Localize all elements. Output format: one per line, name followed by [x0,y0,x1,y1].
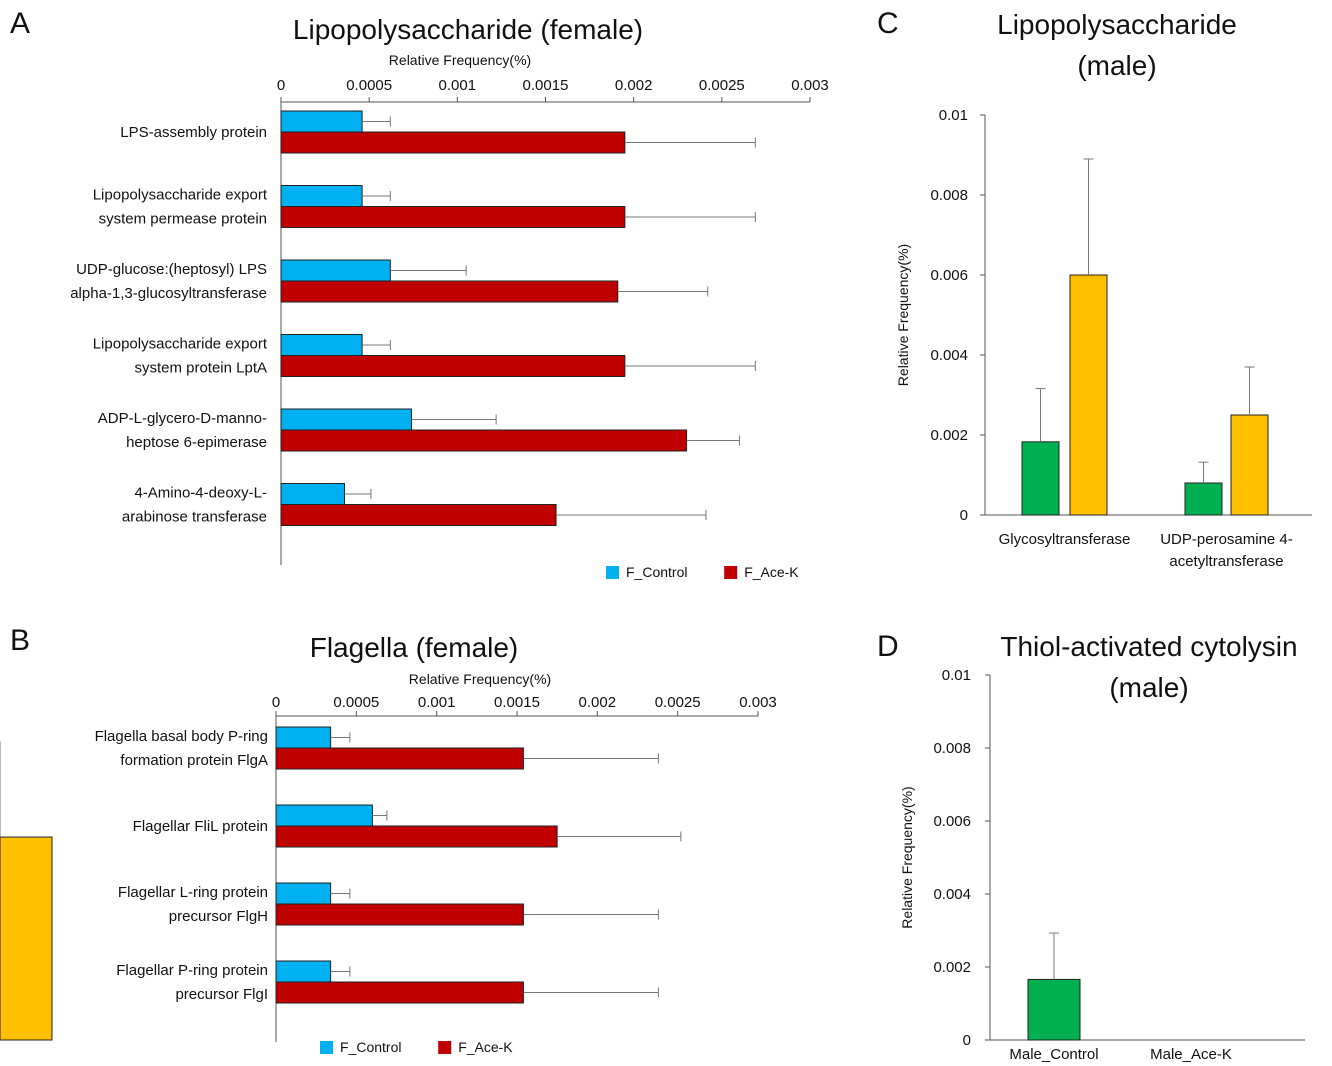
panel-letter: C [877,7,899,40]
bar [1184,482,1223,516]
category-label: arabinose transferase [122,509,267,526]
category-label: Male_Ace-K [1150,1046,1232,1063]
y-tick-label: 0.004 [933,886,971,903]
y-tick-label: 0.01 [939,107,968,124]
x-tick-label: 0.002 [615,77,653,94]
category-label: LPS-assembly protein [120,124,267,141]
category-label: Flagellar FliL protein [133,818,268,835]
x-axis-title: Relative Frequency(%) [389,52,531,68]
category-label: ADP-L-glycero-D-manno- [98,410,267,427]
category-label: precursor FlgH [169,908,268,925]
bar [280,504,557,526]
category-label: 4-Amino-4-deoxy-L- [134,485,267,502]
bar [275,903,524,926]
x-axis-title: Relative Frequency(%) [409,671,551,687]
bar [280,408,412,431]
x-tick-label: 0.0015 [494,694,540,711]
category-label: Lipopolysaccharide export [93,187,268,204]
x-tick-label: 0.0005 [333,694,379,711]
legend-label: F_Ace-K [744,564,799,580]
x-tick-label: 0.002 [579,694,617,711]
bar [275,747,524,770]
x-tick-label: 0.0025 [655,694,701,711]
bar [280,429,688,452]
category-label: precursor FlgI [175,986,268,1003]
bar [280,355,626,377]
y-tick-label: 0 [960,507,968,524]
x-tick-label: 0.001 [418,694,456,711]
y-tick-label: 0.008 [930,187,968,204]
category-label: alpha-1,3-glucosyltransferase [70,285,267,302]
chart-title: Flagella (female) [310,632,519,663]
bar [275,960,332,983]
legend-label: F_Control [626,564,687,580]
bar [280,280,619,303]
y-tick-label: 0.01 [942,667,971,684]
panel-letter: A [10,7,30,40]
bar [280,185,363,207]
x-tick-label: 0 [272,694,280,711]
y-tick-label: 0.004 [930,347,968,364]
category-label: system protein LptA [134,360,267,377]
category-label: system permease protein [99,211,267,228]
bar [1021,441,1060,516]
y-tick-label: 0.006 [930,267,968,284]
chart-title: (male) [1109,672,1188,703]
bar [1230,414,1269,516]
panel-letter: D [877,630,899,663]
x-tick-label: 0 [277,77,285,94]
bar [275,804,373,827]
bar [280,206,626,228]
chart-title: Thiol-activated cytolysin [1000,631,1297,662]
bar [280,483,345,505]
bar [275,726,332,749]
legend-swatch [606,566,619,579]
legend-swatch [320,1041,333,1054]
bar [275,981,524,1004]
y-tick-label: 0.002 [930,427,968,444]
y-tick-label: 0.008 [933,740,971,757]
x-tick-label: 0.001 [439,77,477,94]
legend-swatch [438,1041,452,1054]
legend-label: F_Ace-K [458,1039,513,1055]
legend-swatch [724,566,738,579]
bar [280,131,626,154]
y-tick-label: 0.006 [933,813,971,830]
x-tick-label: 0.003 [739,694,777,711]
category-label: Male_Control [1009,1046,1098,1063]
bar [275,882,332,905]
bar [280,259,391,282]
x-tick-label: 0.003 [791,77,829,94]
y-axis-title: Relative Frequency(%) [895,244,911,386]
bar [280,334,363,356]
category-label: heptose 6-epimerase [126,434,267,451]
chart-title: Lipopolysaccharide [997,9,1237,40]
category-label: acetyltransferase [1169,553,1283,570]
x-tick-label: 0.0025 [699,77,745,94]
y-tick-label: 0 [963,1032,971,1049]
category-label: formation protein FlgA [120,752,268,769]
category-label: UDP-perosamine 4- [1160,531,1293,548]
category-label: Lipopolysaccharide export [93,336,268,353]
bar [280,110,363,133]
category-label: Flagellar L-ring protein [118,884,268,901]
category-label: Flagella basal body P-ring [95,728,268,745]
bar [1027,978,1081,1041]
y-axis-title: Relative Frequency(%) [899,786,915,928]
chart-title: (male) [1077,50,1156,81]
bar [1069,274,1108,516]
x-tick-label: 0.0015 [523,77,569,94]
category-label: Glycosyltransferase [999,531,1131,548]
bar [275,825,558,848]
category-label: UDP-glucose:(heptosyl) LPS [76,261,267,278]
bar [0,836,53,1041]
legend-label: F_Control [340,1039,401,1055]
category-label: Flagellar P-ring protein [116,962,268,979]
x-tick-label: 0.0005 [346,77,392,94]
chart-title: Lipopolysaccharide (female) [293,14,643,45]
y-tick-label: 0.002 [933,959,971,976]
panel-letter: B [10,624,30,657]
